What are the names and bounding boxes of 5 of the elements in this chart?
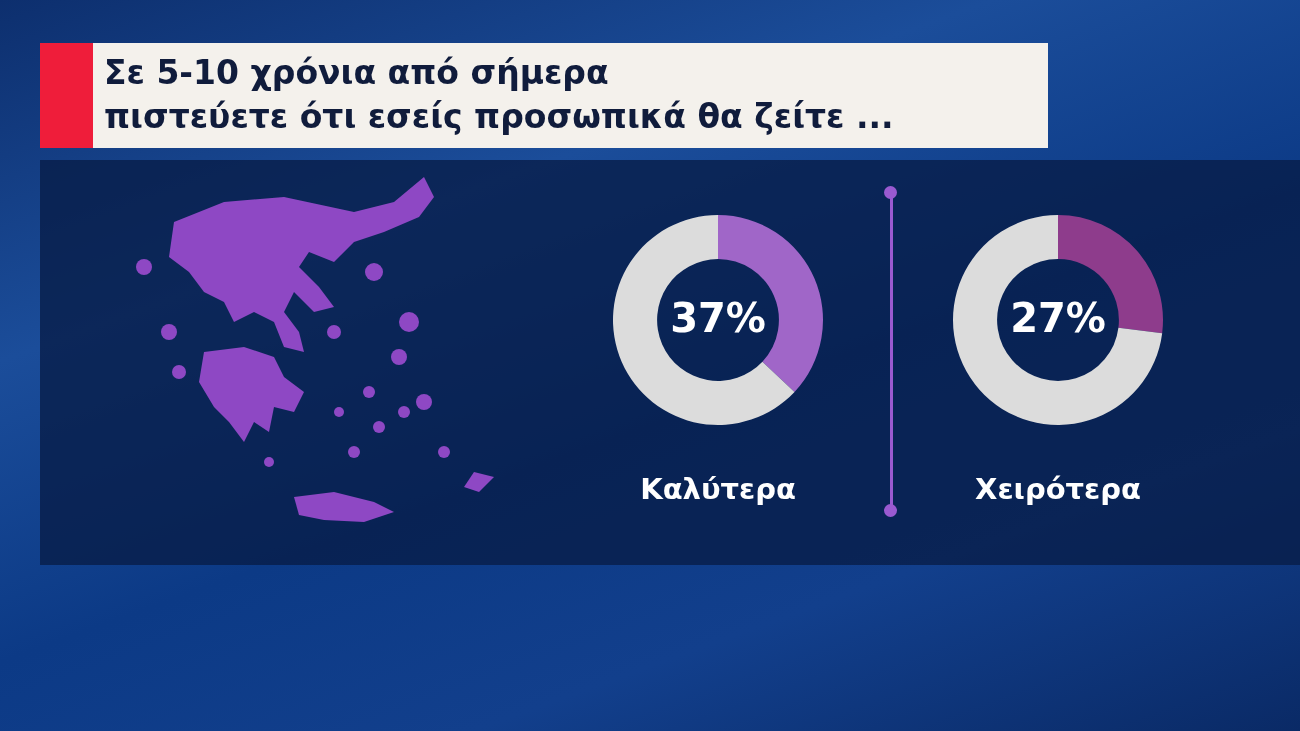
data-label: 27%: [1010, 295, 1106, 342]
text: Καλύτερα: [639, 472, 797, 506]
text: Χειρότερα: [974, 472, 1142, 506]
chart-title: Σε 5-10 χρόνια από σήμερα πιστεύετε ότι εσείς προσωπικά θα ζείτε ...: [104, 52, 894, 138]
data-label: 37%: [670, 295, 766, 342]
